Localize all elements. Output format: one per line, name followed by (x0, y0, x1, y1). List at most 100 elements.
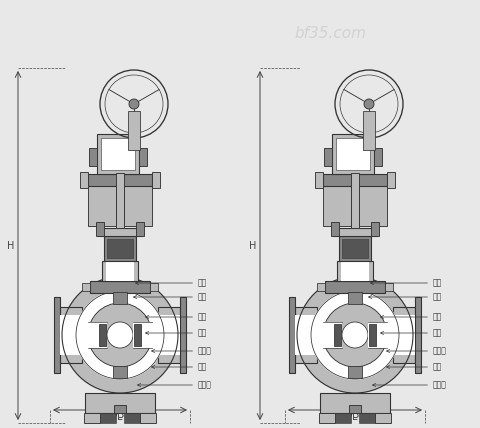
Bar (336, 138, 370, 170)
Bar (337, 261, 373, 281)
Bar (342, 239, 368, 258)
Bar (113, 366, 127, 378)
Bar (385, 283, 393, 291)
Bar (80, 172, 88, 188)
Bar (158, 307, 180, 363)
Text: L: L (117, 412, 123, 422)
Bar (100, 413, 116, 423)
Circle shape (129, 99, 139, 109)
Circle shape (107, 322, 133, 348)
Bar (324, 148, 332, 166)
Text: 阀体: 阀体 (381, 312, 442, 321)
Bar (289, 297, 295, 373)
Bar (363, 111, 375, 150)
Bar (139, 148, 147, 166)
Text: 填料: 填料 (371, 279, 442, 288)
Bar (150, 283, 158, 291)
Text: 球体: 球体 (386, 363, 442, 372)
Text: 固定轴: 固定轴 (372, 380, 447, 389)
Bar (85, 393, 155, 413)
Bar (97, 134, 139, 174)
Bar (82, 283, 90, 291)
Bar (323, 178, 351, 226)
Bar (86, 322, 107, 348)
Bar (124, 178, 152, 226)
Polygon shape (311, 291, 399, 379)
Circle shape (364, 99, 374, 109)
Bar (134, 324, 141, 346)
Text: H: H (7, 241, 15, 250)
Bar (99, 324, 106, 346)
Bar (323, 174, 387, 186)
Bar (359, 178, 387, 226)
Bar (359, 413, 375, 423)
Bar (375, 413, 391, 423)
Bar (113, 292, 127, 304)
Bar (295, 307, 317, 363)
Bar (335, 413, 351, 423)
Bar (90, 281, 150, 293)
Bar (133, 322, 154, 348)
Bar (334, 324, 341, 346)
Bar (54, 297, 60, 373)
Bar (104, 236, 136, 261)
Bar (140, 413, 156, 423)
Bar (333, 228, 377, 236)
Bar (393, 315, 415, 355)
Bar (331, 222, 339, 236)
Bar (374, 148, 382, 166)
Bar (325, 281, 385, 293)
Bar (369, 324, 376, 346)
Bar (348, 292, 362, 304)
Text: 密封圈: 密封圈 (386, 347, 447, 356)
Bar (320, 393, 390, 413)
Text: 阀杆: 阀杆 (369, 292, 442, 301)
Bar (319, 413, 335, 423)
Polygon shape (76, 291, 164, 379)
Text: H: H (249, 241, 257, 250)
Circle shape (342, 322, 368, 348)
Bar (88, 178, 116, 226)
Bar (114, 405, 126, 413)
Bar (180, 297, 186, 373)
Bar (88, 174, 152, 186)
Bar (315, 172, 323, 188)
Bar (107, 239, 133, 258)
Bar (332, 134, 374, 174)
Text: bf35.com: bf35.com (294, 26, 366, 41)
Text: 密封圈: 密封圈 (152, 347, 212, 356)
Bar (415, 297, 421, 373)
Bar (321, 322, 342, 348)
Text: L: L (352, 412, 358, 422)
Bar (158, 315, 180, 355)
Bar (339, 236, 371, 261)
Bar (102, 261, 138, 281)
Bar (341, 261, 369, 281)
Text: DYQ340F: DYQ340F (96, 410, 144, 420)
Text: 固定轴: 固定轴 (138, 380, 212, 389)
Text: 阀杆: 阀杆 (133, 292, 207, 301)
Polygon shape (297, 277, 413, 393)
Bar (317, 283, 325, 291)
Bar (152, 172, 160, 188)
Circle shape (323, 303, 387, 367)
Bar (116, 173, 124, 228)
Bar (98, 228, 142, 236)
Circle shape (88, 303, 152, 367)
Text: 阀体: 阀体 (145, 312, 207, 321)
Bar (128, 111, 140, 150)
Bar (351, 173, 359, 228)
Bar (393, 307, 415, 363)
Bar (89, 148, 97, 166)
Bar (371, 222, 379, 236)
Bar (136, 222, 144, 236)
Bar (124, 413, 140, 423)
Text: 隔盖: 隔盖 (145, 329, 207, 338)
Bar (106, 261, 134, 281)
Bar (349, 405, 361, 413)
Bar (96, 222, 104, 236)
Bar (101, 138, 135, 170)
Bar (348, 366, 362, 378)
Bar (84, 413, 100, 423)
Polygon shape (62, 277, 178, 393)
